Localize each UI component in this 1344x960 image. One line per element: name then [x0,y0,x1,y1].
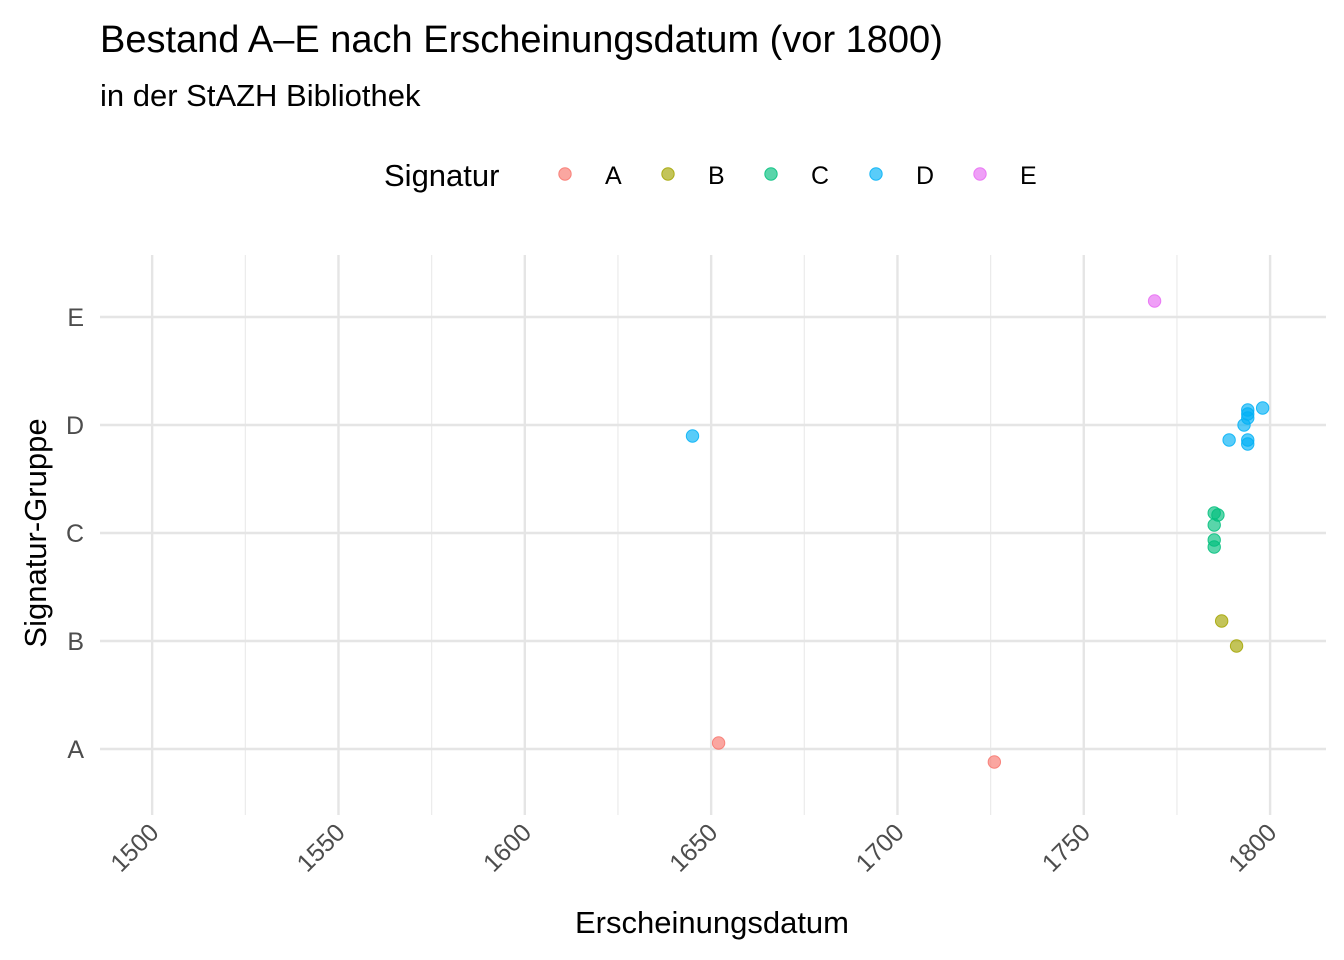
x-tick-label: 1550 [292,818,351,877]
x-tick-label: 1500 [105,818,164,877]
plot-panel [100,255,1326,815]
y-tick-label: D [66,412,84,440]
legend-label-b: B [708,162,725,190]
legend-key-d [869,167,883,181]
y-axis-ticks: A B C D E [66,304,84,764]
legend-key-e [973,167,987,181]
y-tick-label: E [67,304,84,332]
data-point-c [1207,540,1221,554]
data-point-e [1147,294,1162,308]
data-point-a [711,736,726,750]
y-tick-label: C [66,520,84,548]
legend-label-d: D [916,162,934,190]
x-tick-label: 1700 [851,818,910,877]
x-axis-ticks: 1500 1550 1600 1650 1700 1750 1800 [105,818,1282,877]
y-tick-label: A [67,736,84,764]
data-point-d [1222,433,1236,447]
legend-key-b [661,167,675,181]
legend-label-e: E [1020,162,1037,190]
y-tick-label: B [67,628,84,656]
x-tick-label: 1800 [1223,818,1282,877]
data-point-c [1207,518,1221,532]
x-tick-label: 1650 [664,818,723,877]
legend-title: Signatur [384,158,499,193]
legend-label-a: A [605,162,622,190]
y-axis-title: Signatur-Gruppe [18,418,53,647]
data-point-d [1255,401,1270,415]
data-point-d [1241,407,1255,421]
x-axis-title: Erscheinungsdatum [575,905,849,940]
data-point-d [1241,433,1255,447]
x-tick-label: 1600 [478,818,537,877]
data-point-d [685,429,700,443]
legend-key-a [558,167,572,181]
chart-subtitle: in der StAZH Bibliothek [100,78,421,113]
x-tick-label: 1750 [1037,818,1096,877]
data-point-b [1229,639,1244,653]
legend: Signatur A B C D E [384,158,1037,193]
data-point-a [987,755,1002,769]
data-point-b [1214,614,1229,628]
legend-label-c: C [811,162,829,190]
chart-title: Bestand A–E nach Erscheinungsdatum (vor … [100,19,943,61]
legend-key-c [764,167,778,181]
data-points [685,294,1270,769]
